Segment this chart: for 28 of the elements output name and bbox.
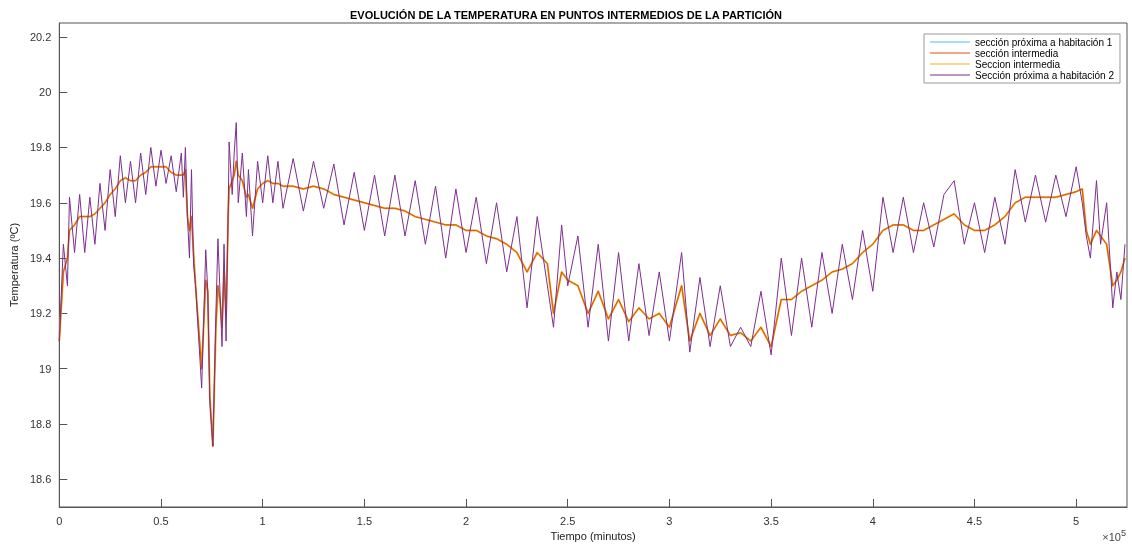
y-tick-label: 19.2	[29, 307, 52, 320]
x-tick-label: 2	[462, 514, 470, 527]
y-tick-label: 19.4	[29, 252, 52, 265]
y-axis-title: Temperatura (ºC)	[7, 222, 20, 308]
x-tick-label: 1	[259, 514, 266, 527]
y-tick-label: 20	[39, 86, 52, 99]
x-tick-label: 3	[666, 514, 673, 527]
x-tick-label: 3.5	[763, 514, 779, 527]
legend-label: sección intermedia	[975, 47, 1059, 59]
x-tick-label: 2.5	[560, 514, 576, 527]
x-tick-label: 5	[1073, 514, 1080, 527]
x-axis-title: Tiempo (minutos)	[550, 530, 636, 543]
legend-label: Sección próxima a habitación 2	[975, 69, 1115, 81]
legend-label: sección próxima a habitación 1	[975, 36, 1113, 48]
chart-title: EVOLUCIÓN DE LA TEMPERATURA EN PUNTOS INTERMEDIOS DE LA PARTICIÓN	[349, 8, 783, 21]
y-tick-label: 18.8	[29, 418, 52, 431]
x-tick-label: 0.5	[153, 514, 169, 527]
y-tick-label: 19	[39, 362, 52, 375]
y-tick-label: 20.2	[29, 30, 52, 43]
y-tick-label: 18.6	[29, 473, 52, 486]
legend-label: Seccion intermedia	[975, 58, 1061, 70]
x-tick-label: 4	[869, 514, 876, 527]
y-tick-label: 19.8	[29, 141, 52, 154]
x-tick-label: 1.5	[356, 514, 373, 527]
x-tick-label: 0	[56, 514, 63, 527]
text: ×10$^{5}$	[1102, 528, 1126, 543]
x-tick-label: 4.5	[966, 514, 983, 527]
y-tick-label: 19.6	[29, 196, 52, 209]
